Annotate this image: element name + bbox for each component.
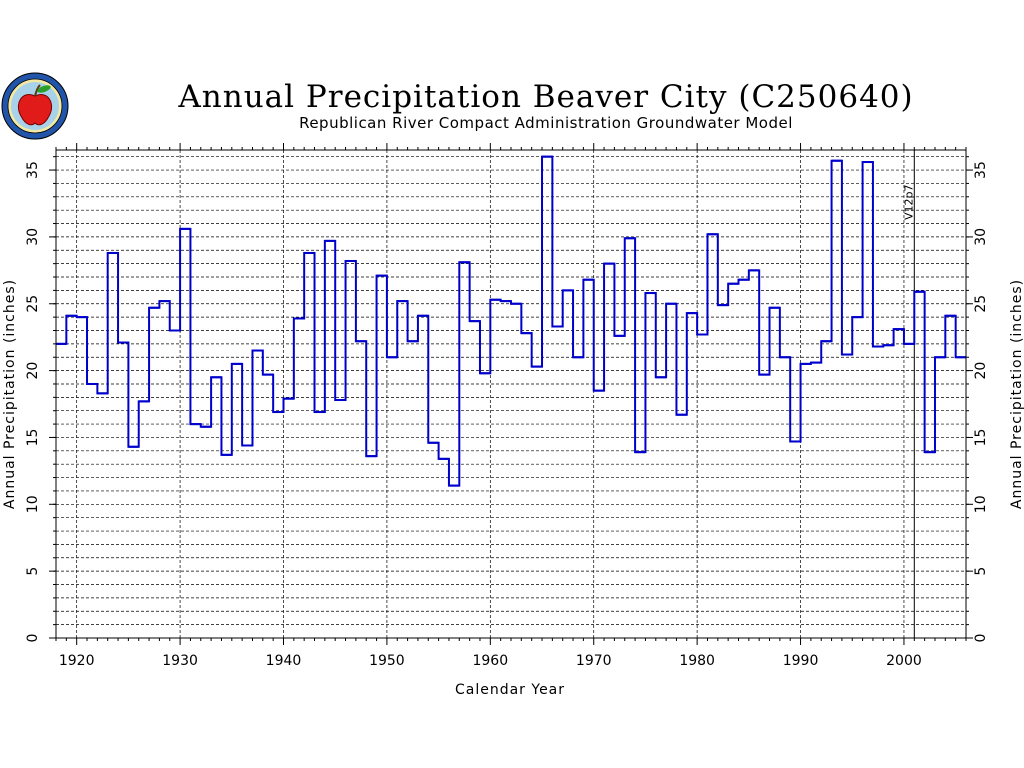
y-axis-title: Annual Precipitation (inches): [2, 279, 18, 509]
y-tick-label-right: 5: [973, 567, 989, 576]
tick-labels: 1920 1930 1940 1950 1960 1970 1980 1990 2000 0 0 5 5…: [25, 161, 989, 669]
x-tick-label: 1970: [576, 653, 612, 669]
y-tick-label: 10: [25, 495, 41, 513]
x-tick-label: 1950: [369, 653, 405, 669]
x-tick-label: 2000: [886, 653, 922, 669]
chart-title: Annual Precipitation Beaver City (C25064…: [177, 79, 913, 115]
tick-marks: [49, 143, 973, 645]
y-tick-label: 5: [25, 567, 41, 576]
chart-subtitle: Republican River Compact Administration …: [299, 114, 793, 132]
y-tick-label-right: 15: [973, 429, 989, 447]
y-tick-label: 25: [25, 295, 41, 313]
y-axis-title-right: Annual Precipitation (inches): [1009, 279, 1024, 509]
x-tick-label: 1980: [679, 653, 715, 669]
x-tick-label: 1920: [59, 653, 95, 669]
y-tick-label: 0: [25, 634, 41, 643]
x-axis-title: Calendar Year: [455, 682, 565, 698]
y-tick-label-right: 20: [973, 362, 989, 380]
x-tick-label: 1990: [783, 653, 819, 669]
y-tick-label: 30: [25, 228, 41, 246]
y-tick-label: 35: [25, 161, 41, 179]
series: [56, 155, 966, 487]
y-tick-label: 15: [25, 429, 41, 447]
annotation-label: V12p7: [902, 184, 915, 220]
precipitation-step-line: [56, 155, 966, 487]
grid: [56, 150, 966, 638]
x-tick-label: 1960: [472, 653, 508, 669]
y-tick-label-right: 0: [973, 634, 989, 643]
y-tick-label-right: 30: [973, 228, 989, 246]
y-tick-label-right: 10: [973, 495, 989, 513]
x-tick-label: 1930: [162, 653, 198, 669]
x-tick-label: 1940: [266, 653, 302, 669]
y-tick-label: 20: [25, 362, 41, 380]
plot-area: [55, 149, 967, 639]
rrca-logo: [1, 72, 69, 140]
y-tick-label-right: 25: [973, 295, 989, 313]
y-tick-label-right: 35: [973, 161, 989, 179]
